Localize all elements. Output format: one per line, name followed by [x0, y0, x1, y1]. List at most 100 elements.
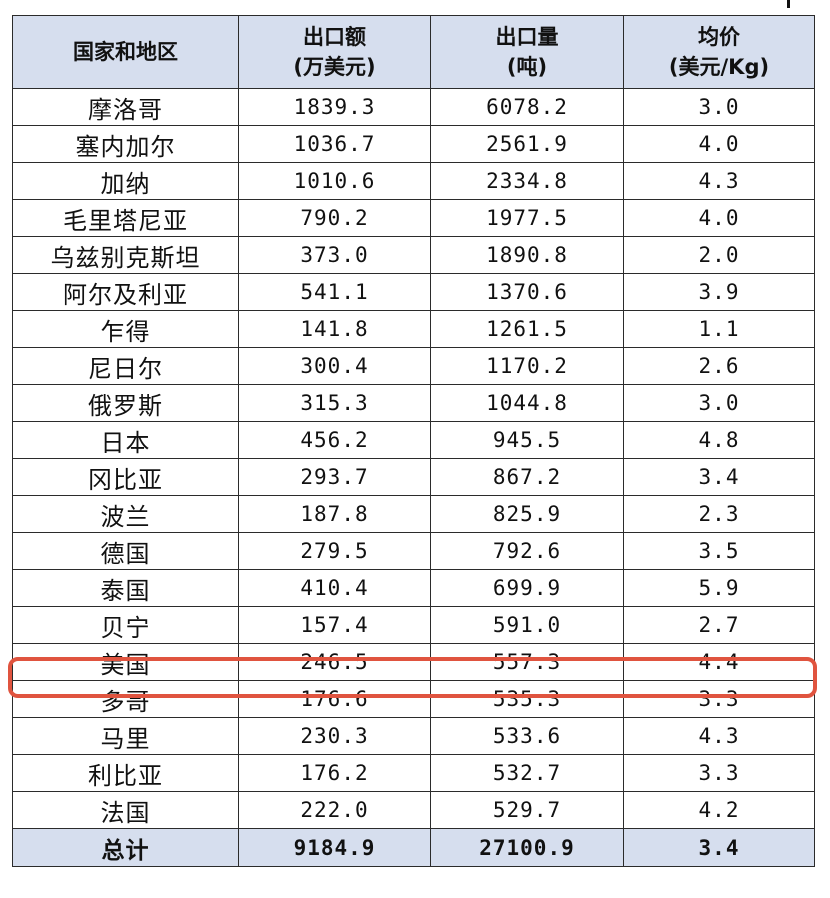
export-table: 国家和地区 出口额 (万美元) 出口量 (吨) 均价 (美元/Kg) 摩洛哥 18… [12, 15, 815, 867]
cell-volume: 699.9 [430, 569, 624, 607]
table-row: 尼日尔 300.4 1170.2 2.6 [12, 347, 815, 385]
total-volume: 27100.9 [430, 828, 624, 867]
cell-value: 222.0 [238, 791, 431, 829]
table-row: 冈比亚 293.7 867.2 3.4 [12, 458, 815, 496]
header-value: 出口额 (万美元) [238, 15, 431, 89]
cell-price: 4.8 [623, 421, 815, 459]
table-row: 法国 222.0 529.7 4.2 [12, 791, 815, 829]
cell-country: 阿尔及利亚 [12, 273, 239, 311]
table-body: 摩洛哥 1839.3 6078.2 3.0 塞内加尔 1036.7 2561.9 4.0 加… [12, 88, 815, 867]
cell-country: 俄罗斯 [12, 384, 239, 422]
header-volume: 出口量 (吨) [430, 15, 624, 89]
cell-price: 5.9 [623, 569, 815, 607]
cell-price: 4.0 [623, 199, 815, 237]
cell-volume: 1170.2 [430, 347, 624, 385]
cell-country: 马里 [12, 717, 239, 755]
cell-price: 2.6 [623, 347, 815, 385]
header-price-unit: (美元/Kg) [668, 55, 770, 79]
cell-price: 4.3 [623, 162, 815, 200]
cell-value: 300.4 [238, 347, 431, 385]
table-row-highlighted: 美国 246.5 557.3 4.4 [12, 643, 815, 681]
table-row: 乍得 141.8 1261.5 1.1 [12, 310, 815, 348]
cell-country: 波兰 [12, 495, 239, 533]
cell-price: 3.0 [623, 384, 815, 422]
total-value: 9184.9 [238, 828, 431, 867]
cell-value: 373.0 [238, 236, 431, 274]
cell-volume: 557.3 [430, 643, 624, 681]
cell-volume: 1261.5 [430, 310, 624, 348]
table-row: 利比亚 176.2 532.7 3.3 [12, 754, 815, 792]
cell-price: 4.0 [623, 125, 815, 163]
table-row: 贝宁 157.4 591.0 2.7 [12, 606, 815, 644]
cell-country: 多哥 [12, 680, 239, 718]
table-row: 毛里塔尼亚 790.2 1977.5 4.0 [12, 199, 815, 237]
cell-price: 2.0 [623, 236, 815, 274]
cell-value: 176.6 [238, 680, 431, 718]
table-row: 马里 230.3 533.6 4.3 [12, 717, 815, 755]
total-label: 总计 [12, 828, 239, 867]
cell-price: 2.3 [623, 495, 815, 533]
header-row: 国家和地区 出口额 (万美元) 出口量 (吨) 均价 (美元/Kg) [12, 15, 815, 89]
cell-value: 157.4 [238, 606, 431, 644]
cell-country: 尼日尔 [12, 347, 239, 385]
cell-country: 美国 [12, 643, 239, 681]
cell-country: 乌兹别克斯坦 [12, 236, 239, 274]
cell-price: 3.3 [623, 680, 815, 718]
cell-country: 乍得 [12, 310, 239, 348]
header-value-unit: (万美元) [293, 55, 376, 79]
header-volume-label: 出口量 [495, 25, 559, 49]
cell-value: 456.2 [238, 421, 431, 459]
header-price-label: 均价 [698, 25, 740, 49]
cell-value: 176.2 [238, 754, 431, 792]
cell-volume: 2334.8 [430, 162, 624, 200]
cell-country: 摩洛哥 [12, 88, 239, 126]
cell-value: 1839.3 [238, 88, 431, 126]
cell-volume: 867.2 [430, 458, 624, 496]
header-country: 国家和地区 [12, 15, 239, 89]
cell-value: 230.3 [238, 717, 431, 755]
header-value-label: 出口额 [303, 25, 366, 49]
cell-price: 4.2 [623, 791, 815, 829]
cell-country: 日本 [12, 421, 239, 459]
cell-country: 德国 [12, 532, 239, 570]
cell-price: 2.7 [623, 606, 815, 644]
cell-volume: 1044.8 [430, 384, 624, 422]
table-row: 阿尔及利亚 541.1 1370.6 3.9 [12, 273, 815, 311]
cell-value: 541.1 [238, 273, 431, 311]
cell-volume: 591.0 [430, 606, 624, 644]
table-row: 德国 279.5 792.6 3.5 [12, 532, 815, 570]
header-country-label: 国家和地区 [73, 40, 178, 64]
cell-volume: 945.5 [430, 421, 624, 459]
table-row: 泰国 410.4 699.9 5.9 [12, 569, 815, 607]
cell-price: 4.4 [623, 643, 815, 681]
cell-volume: 1977.5 [430, 199, 624, 237]
cell-volume: 6078.2 [430, 88, 624, 126]
cell-value: 246.5 [238, 643, 431, 681]
total-row: 总计 9184.9 27100.9 3.4 [12, 828, 815, 867]
cell-volume: 2561.9 [430, 125, 624, 163]
cell-value: 187.8 [238, 495, 431, 533]
cell-country: 塞内加尔 [12, 125, 239, 163]
table-row: 乌兹别克斯坦 373.0 1890.8 2.0 [12, 236, 815, 274]
cell-country: 泰国 [12, 569, 239, 607]
cell-value: 1010.6 [238, 162, 431, 200]
cell-volume: 535.3 [430, 680, 624, 718]
cell-country: 加纳 [12, 162, 239, 200]
cell-volume: 1370.6 [430, 273, 624, 311]
page-edge-mark [787, 0, 790, 8]
cell-value: 279.5 [238, 532, 431, 570]
header-volume-unit: (吨) [506, 55, 548, 79]
cell-value: 1036.7 [238, 125, 431, 163]
table-row: 塞内加尔 1036.7 2561.9 4.0 [12, 125, 815, 163]
cell-country: 毛里塔尼亚 [12, 199, 239, 237]
table-row: 日本 456.2 945.5 4.8 [12, 421, 815, 459]
table-row: 加纳 1010.6 2334.8 4.3 [12, 162, 815, 200]
cell-price: 3.9 [623, 273, 815, 311]
table-row: 俄罗斯 315.3 1044.8 3.0 [12, 384, 815, 422]
cell-price: 3.5 [623, 532, 815, 570]
cell-value: 293.7 [238, 458, 431, 496]
cell-value: 790.2 [238, 199, 431, 237]
header-price: 均价 (美元/Kg) [623, 15, 815, 89]
total-price: 3.4 [623, 828, 815, 867]
cell-volume: 825.9 [430, 495, 624, 533]
